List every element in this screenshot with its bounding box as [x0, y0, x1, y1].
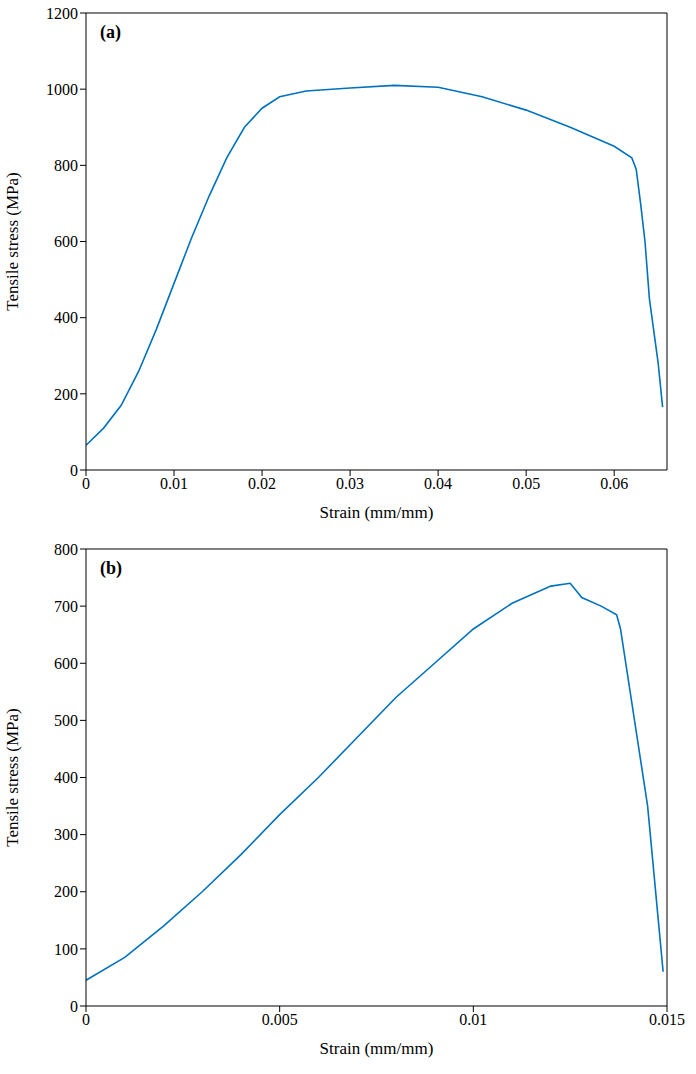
svg-text:0: 0 — [82, 1011, 90, 1028]
svg-text:0: 0 — [82, 475, 90, 492]
svg-text:0.04: 0.04 — [424, 475, 452, 492]
svg-text:1000: 1000 — [46, 81, 78, 98]
svg-text:0.005: 0.005 — [262, 1011, 298, 1028]
svg-text:200: 200 — [54, 386, 78, 403]
svg-text:0: 0 — [70, 998, 78, 1015]
svg-text:600: 600 — [54, 233, 78, 250]
svg-text:400: 400 — [54, 309, 78, 326]
svg-text:500: 500 — [54, 712, 78, 729]
svg-text:200: 200 — [54, 883, 78, 900]
svg-text:Strain (mm/mm): Strain (mm/mm) — [320, 1039, 434, 1058]
svg-text:100: 100 — [54, 941, 78, 958]
svg-text:Tensile stress (MPa): Tensile stress (MPa) — [3, 172, 22, 311]
svg-text:300: 300 — [54, 826, 78, 843]
svg-text:Strain (mm/mm): Strain (mm/mm) — [320, 503, 434, 522]
svg-text:0.05: 0.05 — [512, 475, 540, 492]
svg-text:0.01: 0.01 — [160, 475, 188, 492]
svg-text:Tensile stress (MPa): Tensile stress (MPa) — [3, 708, 22, 847]
svg-text:800: 800 — [54, 157, 78, 174]
html-text:(a): (a) — [100, 22, 121, 42]
svg-text:0.015: 0.015 — [649, 1011, 685, 1028]
svg-text:0.06: 0.06 — [600, 475, 628, 492]
html-text:(b): (b) — [100, 558, 122, 578]
svg-text:0.01: 0.01 — [459, 1011, 487, 1028]
svg-text:800: 800 — [54, 541, 78, 558]
svg-text:0: 0 — [70, 462, 78, 479]
svg-text:400: 400 — [54, 769, 78, 786]
svg-text:0.02: 0.02 — [248, 475, 276, 492]
svg-text:0.03: 0.03 — [336, 475, 364, 492]
svg-text:1200: 1200 — [46, 5, 78, 22]
svg-text:600: 600 — [54, 655, 78, 672]
svg-text:700: 700 — [54, 598, 78, 615]
